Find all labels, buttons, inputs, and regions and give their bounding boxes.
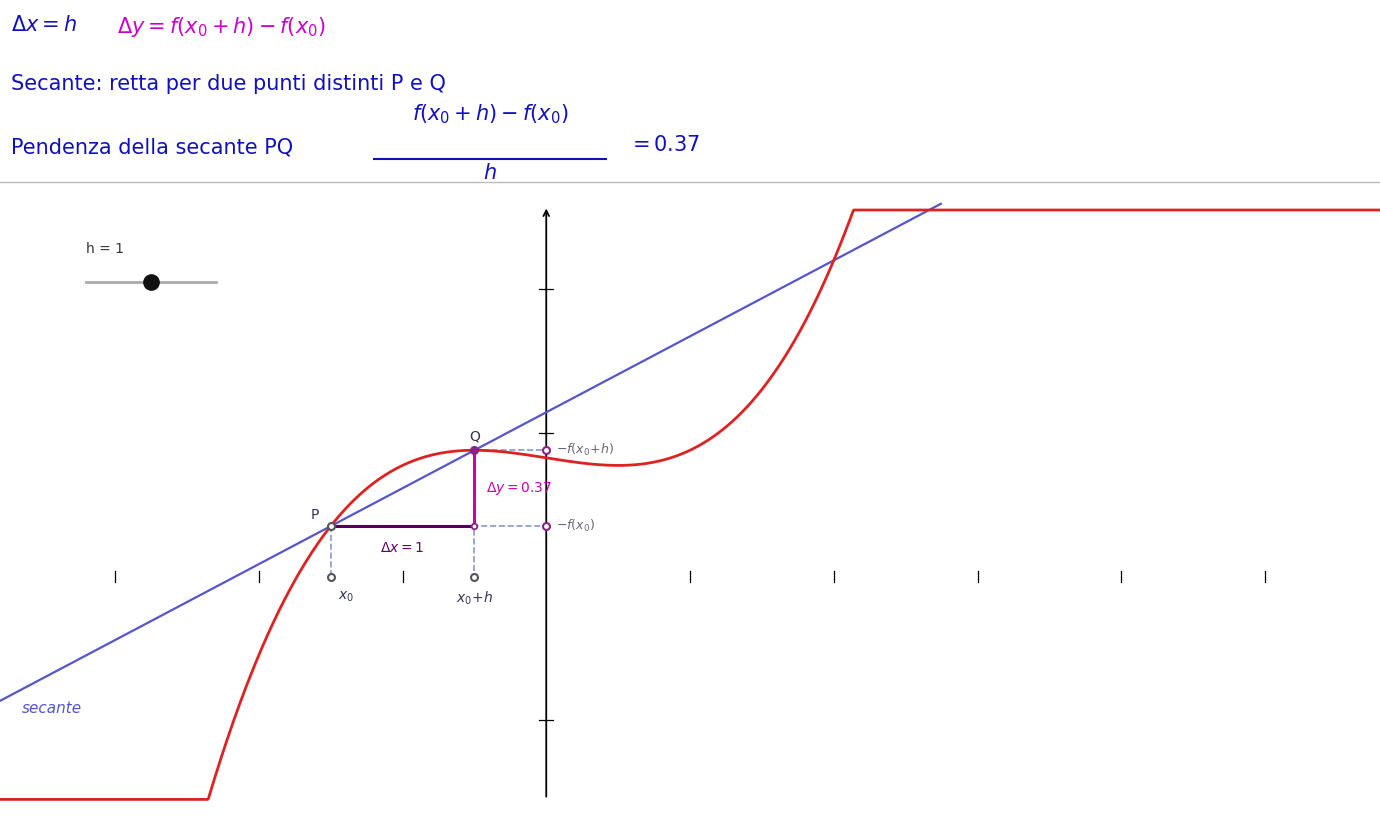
Text: $\Delta y = 0.37$: $\Delta y = 0.37$ xyxy=(486,480,552,497)
Text: $h$: $h$ xyxy=(483,163,497,183)
Text: $x_0\!+\!h$: $x_0\!+\!h$ xyxy=(455,589,493,607)
Text: $= 0.37$: $= 0.37$ xyxy=(628,134,700,155)
Text: h = 1: h = 1 xyxy=(86,242,124,256)
Text: Secante: retta per due punti distinti P e Q: Secante: retta per due punti distinti P … xyxy=(11,74,446,94)
Text: Pendenza della secante PQ: Pendenza della secante PQ xyxy=(11,138,293,157)
Text: $\Delta x=h$: $\Delta x=h$ xyxy=(11,15,77,35)
Text: secante: secante xyxy=(22,701,81,716)
Text: $-f(x_0\!+\!h)$: $-f(x_0\!+\!h)$ xyxy=(556,442,614,458)
Text: P: P xyxy=(310,508,319,522)
Text: Q: Q xyxy=(469,429,480,443)
Text: $-f(x_0)$: $-f(x_0)$ xyxy=(556,518,595,534)
Text: $f(x_0 + h) - f(x_0)$: $f(x_0 + h) - f(x_0)$ xyxy=(411,102,569,126)
Text: $\Delta y = f(x_0 + h) - f(x_0)$: $\Delta y = f(x_0 + h) - f(x_0)$ xyxy=(117,15,326,39)
Text: $\Delta x = 1$: $\Delta x = 1$ xyxy=(381,541,425,555)
Text: $x_0$: $x_0$ xyxy=(338,589,353,604)
